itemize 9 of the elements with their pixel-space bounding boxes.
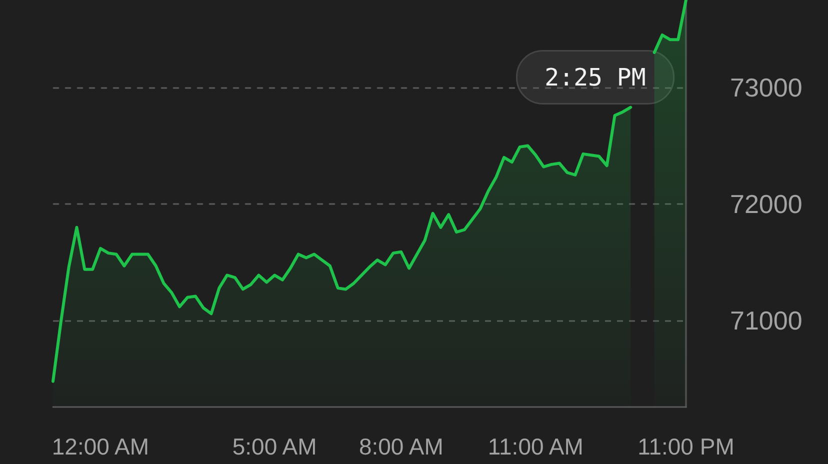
x-tick-label: 12:00 AM	[52, 434, 150, 460]
annotation: 2:25 PM	[544, 63, 646, 92]
y-tick-label: 71000	[730, 306, 802, 336]
y-tick-label: 73000	[730, 72, 802, 102]
x-tick-label: 11:00 AM	[488, 434, 584, 460]
y-tick-label: 72000	[730, 189, 802, 220]
x-tick-label: 8:00 AM	[358, 434, 444, 460]
x-tick-label: 11:00 PM	[638, 434, 734, 460]
x-tick-label: 5:00 AM	[232, 434, 317, 460]
